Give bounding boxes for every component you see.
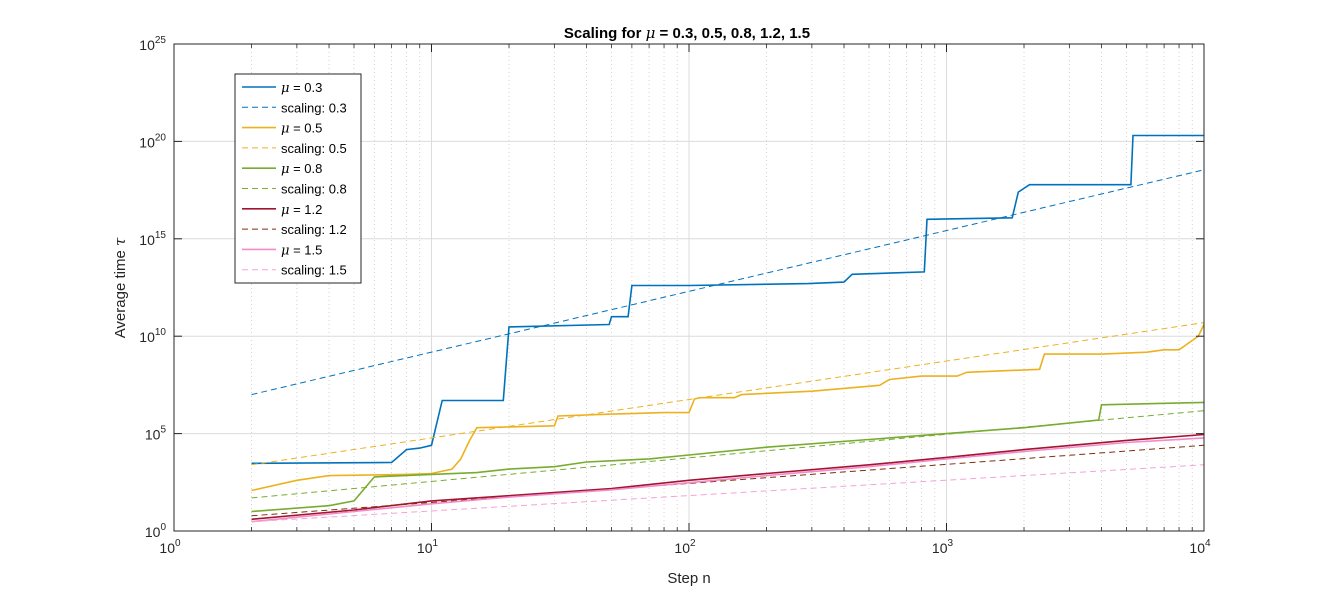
y-tick-label: 100 bbox=[145, 522, 167, 540]
chart-title: Scaling for μ = 0.3, 0.5, 0.8, 1.2, 1.5 bbox=[564, 24, 810, 42]
x-tick-labels: 100 101 102 103 104 bbox=[159, 538, 1211, 556]
legend-label: μ = 0.3 bbox=[281, 80, 322, 96]
legend-label: scaling: 0.8 bbox=[281, 182, 347, 197]
y-tick-labels: 100 105 1010 1015 1020 1025 bbox=[139, 35, 166, 540]
series-layer bbox=[251, 134, 1205, 523]
x-tick-label: 103 bbox=[932, 538, 954, 556]
legend-box bbox=[234, 73, 362, 284]
legend-label: scaling: 0.5 bbox=[281, 141, 347, 156]
x-tick-label: 102 bbox=[674, 538, 696, 556]
legend-label: μ = 0.5 bbox=[281, 121, 322, 137]
y-tick-label: 1015 bbox=[139, 230, 166, 248]
x-tick-label: 101 bbox=[417, 538, 439, 556]
y-tick-label: 1025 bbox=[139, 35, 166, 53]
series-line-3 bbox=[251, 324, 1205, 492]
legend: μ = 0.3 scaling: 0.3 μ = 0.5 scaling: 0.5 μ … bbox=[234, 73, 362, 284]
x-axis-label: Step n bbox=[667, 570, 710, 587]
series-line-5 bbox=[251, 401, 1205, 513]
y-axis-label: Average time τ bbox=[111, 237, 129, 338]
series-line-9 bbox=[251, 437, 1205, 523]
y-tick-label: 1010 bbox=[139, 327, 166, 345]
x-tick-label: 100 bbox=[159, 538, 181, 556]
y-tick-label: 105 bbox=[145, 425, 167, 443]
x-tick-label: 104 bbox=[1189, 538, 1211, 556]
series-line-4 bbox=[251, 322, 1205, 466]
legend-label: μ = 1.2 bbox=[281, 202, 322, 218]
series-line-2 bbox=[251, 169, 1205, 396]
series-line-1 bbox=[251, 134, 1204, 465]
series-line-10 bbox=[251, 464, 1205, 523]
legend-label: scaling: 0.3 bbox=[281, 100, 347, 115]
series-line-8 bbox=[251, 444, 1205, 517]
legend-label: scaling: 1.2 bbox=[281, 222, 347, 237]
y-tick-label: 1020 bbox=[139, 132, 166, 150]
legend-label: scaling: 1.5 bbox=[281, 263, 347, 278]
legend-label: μ = 0.8 bbox=[281, 161, 322, 177]
tick-marks bbox=[173, 43, 1205, 532]
legend-label: μ = 1.5 bbox=[281, 242, 322, 258]
series-line-7 bbox=[251, 433, 1205, 521]
